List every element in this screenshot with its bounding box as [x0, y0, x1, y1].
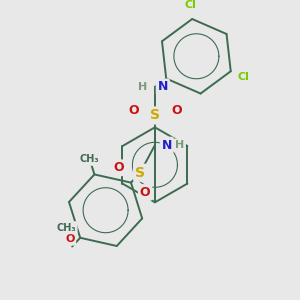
Text: Cl: Cl	[238, 72, 249, 82]
Text: H: H	[175, 140, 184, 150]
Text: CH₃: CH₃	[56, 223, 76, 233]
Text: N: N	[158, 80, 168, 93]
Text: H: H	[139, 82, 148, 92]
Text: O: O	[140, 186, 150, 199]
Text: O: O	[65, 234, 74, 244]
Text: N: N	[162, 139, 172, 152]
Text: CH₃: CH₃	[80, 154, 100, 164]
Text: S: S	[150, 109, 160, 122]
Text: S: S	[135, 166, 145, 180]
Text: O: O	[113, 161, 124, 174]
Text: O: O	[171, 104, 182, 117]
Text: O: O	[128, 104, 139, 117]
Text: Cl: Cl	[185, 0, 197, 10]
